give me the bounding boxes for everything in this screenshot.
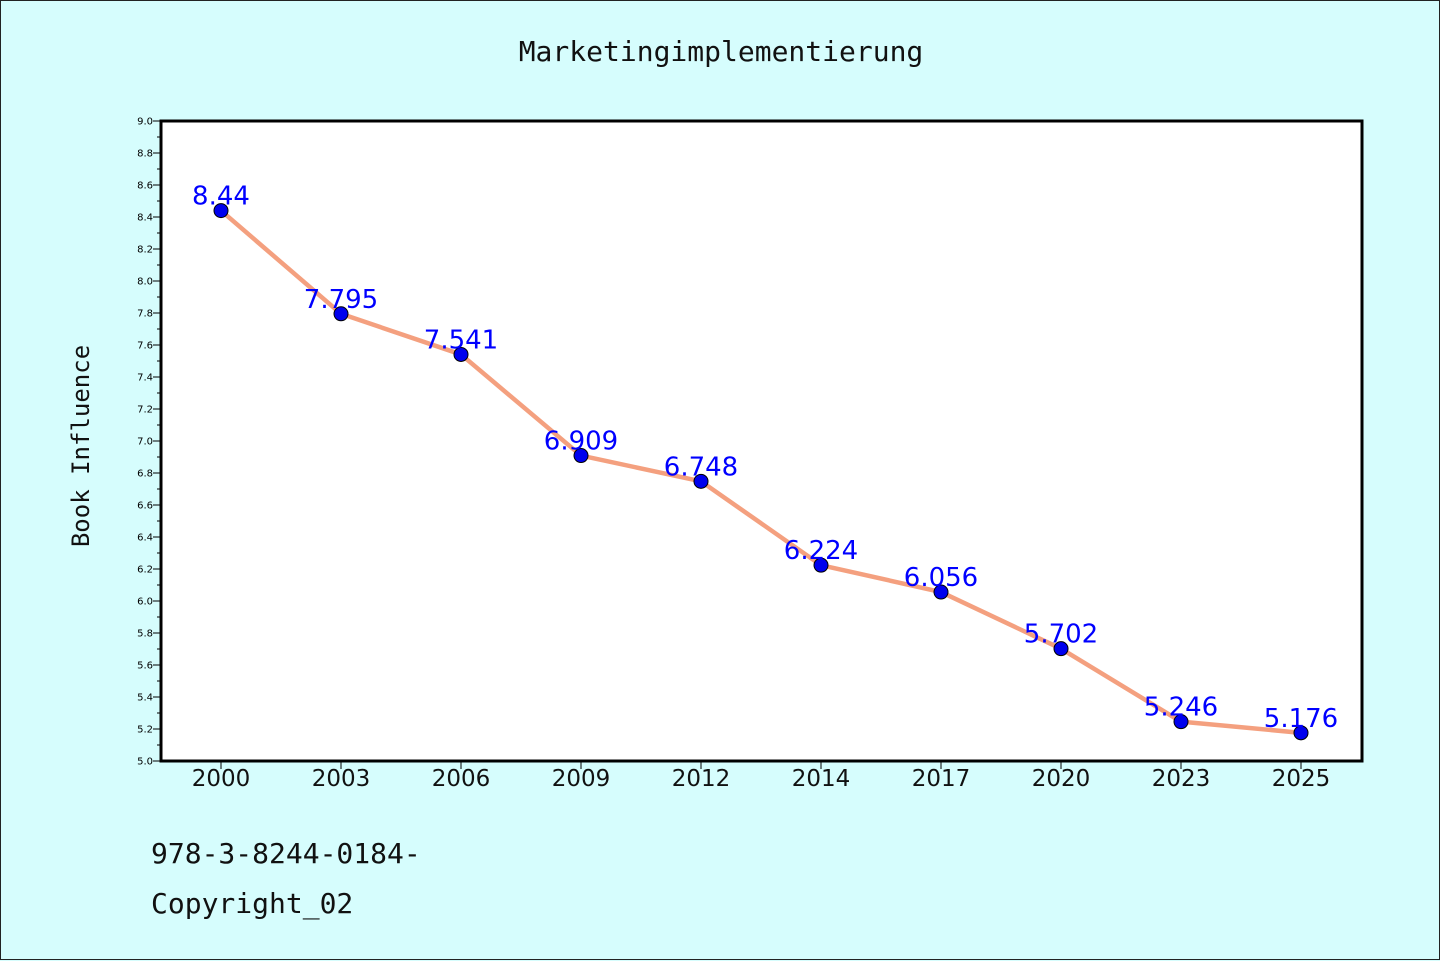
- series-line: [219, 208, 1302, 736]
- data-label: 6.056: [904, 563, 978, 593]
- x-axis: 2000 2003 2006 2009 2012 2014 2017 2020 2023 2025: [192, 761, 1331, 792]
- data-point: [693, 473, 709, 489]
- data-point: [1293, 725, 1309, 741]
- x-tick-label: 2000: [192, 766, 251, 792]
- y-tick-label: 8.6: [137, 181, 153, 192]
- y-tick-label: 9.0: [137, 117, 153, 128]
- y-tick-label: 6.4: [137, 533, 153, 544]
- y-axis: 5.0 5.2 5.4 5.6 5.8 6.0 6.2 6.4 6.6 6.8 7.0 7.2 7.4 7…: [137, 117, 161, 768]
- y-tick-label: 6.6: [137, 501, 153, 512]
- data-labels: 8.44 7.795 7.541 6.909 6.748 6.224 6.056 5.702 5…: [192, 182, 1338, 734]
- y-tick-label: 5.6: [137, 661, 153, 672]
- y-tick-label: 5.2: [137, 725, 153, 736]
- x-tick-label: 2009: [552, 766, 611, 792]
- y-tick-label: 6.0: [137, 597, 153, 608]
- y-tick-label: 6.8: [137, 469, 153, 480]
- data-markers: [213, 203, 1309, 741]
- data-label: 5.246: [1144, 693, 1218, 723]
- data-point: [933, 584, 949, 600]
- y-tick-label: 8.0: [137, 277, 153, 288]
- data-point: [333, 306, 349, 322]
- chart-title: Marketingimplementierung: [518, 35, 924, 68]
- x-tick-label: 2017: [912, 766, 971, 792]
- x-tick-label: 2014: [792, 766, 851, 792]
- y-tick-label: 8.8: [137, 149, 153, 160]
- x-tick-label: 2020: [1032, 766, 1091, 792]
- y-tick-label: 7.6: [137, 341, 153, 352]
- data-point: [1053, 641, 1069, 657]
- data-label: 6.748: [664, 452, 738, 482]
- x-tick-label: 2012: [672, 766, 731, 792]
- x-tick-label: 2023: [1152, 766, 1211, 792]
- data-label: 5.702: [1024, 620, 1098, 650]
- y-tick-label: 6.2: [137, 565, 153, 576]
- y-tick-label: 5.0: [137, 757, 153, 768]
- y-tick-label: 5.8: [137, 629, 153, 640]
- data-point: [213, 203, 229, 219]
- x-tick-label: 2006: [432, 766, 491, 792]
- data-label: 6.909: [544, 427, 618, 457]
- x-tick-label: 2025: [1272, 766, 1331, 792]
- y-tick-label: 7.4: [137, 373, 153, 384]
- y-tick-label: 8.2: [137, 245, 153, 256]
- plot-area: [159, 119, 1364, 763]
- data-label: 8.44: [192, 182, 250, 212]
- data-point: [573, 448, 589, 464]
- y-tick-label: 7.0: [137, 437, 153, 448]
- y-tick-label: 5.4: [137, 693, 153, 704]
- y-tick-label: 7.8: [137, 309, 153, 320]
- y-tick-label: 8.4: [137, 213, 153, 224]
- x-tick-label: 2003: [312, 766, 371, 792]
- data-label: 7.541: [424, 325, 498, 355]
- data-point: [453, 346, 469, 362]
- data-point: [813, 557, 829, 573]
- data-label: 7.795: [304, 285, 378, 315]
- footer-isbn: 978-3-8244-0184-: [151, 837, 421, 870]
- data-point: [1173, 714, 1189, 730]
- footer-copyright: Copyright_02: [151, 887, 354, 920]
- data-label: 5.176: [1264, 704, 1338, 734]
- data-label: 6.224: [784, 536, 858, 566]
- y-tick-label: 7.2: [137, 405, 153, 416]
